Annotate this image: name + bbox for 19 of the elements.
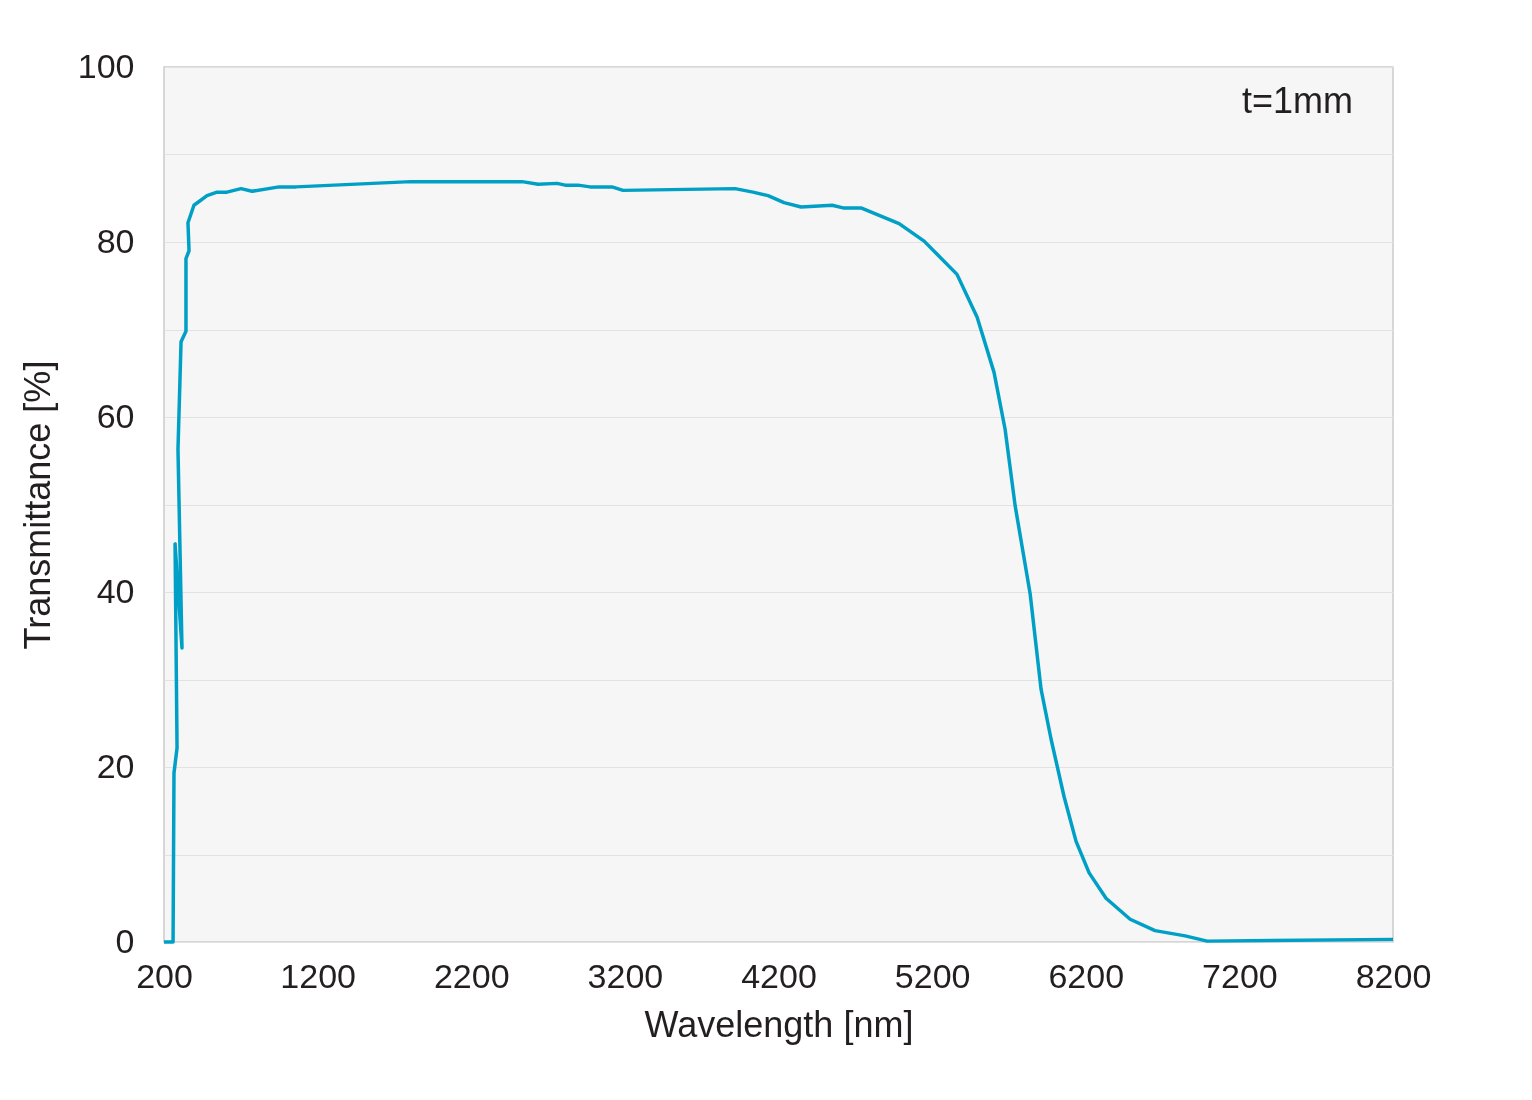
x-tick-label: 8200 (1355, 956, 1432, 995)
annotation: t=1mm (1241, 80, 1353, 121)
y-tick-label: 20 (96, 746, 135, 785)
x-axis-title: Wavelength [nm] (644, 1003, 914, 1045)
y-tick-label: 100 (77, 46, 135, 85)
line-series (162, 179, 1395, 944)
y-axis-title: Transmittance [%] (16, 360, 58, 650)
x-tick-label: 2200 (433, 956, 510, 995)
x-tick-label: 3200 (587, 956, 664, 995)
y-tick-label: 80 (96, 221, 135, 260)
x-tick-label: 6200 (1048, 956, 1125, 995)
y-tick-label: 60 (96, 396, 135, 435)
x-tick-label: 7200 (1202, 956, 1278, 995)
x-tick-label: 4200 (741, 956, 817, 995)
x-tick-label: 1200 (280, 956, 356, 995)
x-tick-label: 5200 (894, 956, 971, 995)
y-tick-label: 40 (96, 571, 135, 610)
y-tick-label: 0 (115, 921, 135, 960)
x-tick-label: 200 (136, 956, 193, 995)
